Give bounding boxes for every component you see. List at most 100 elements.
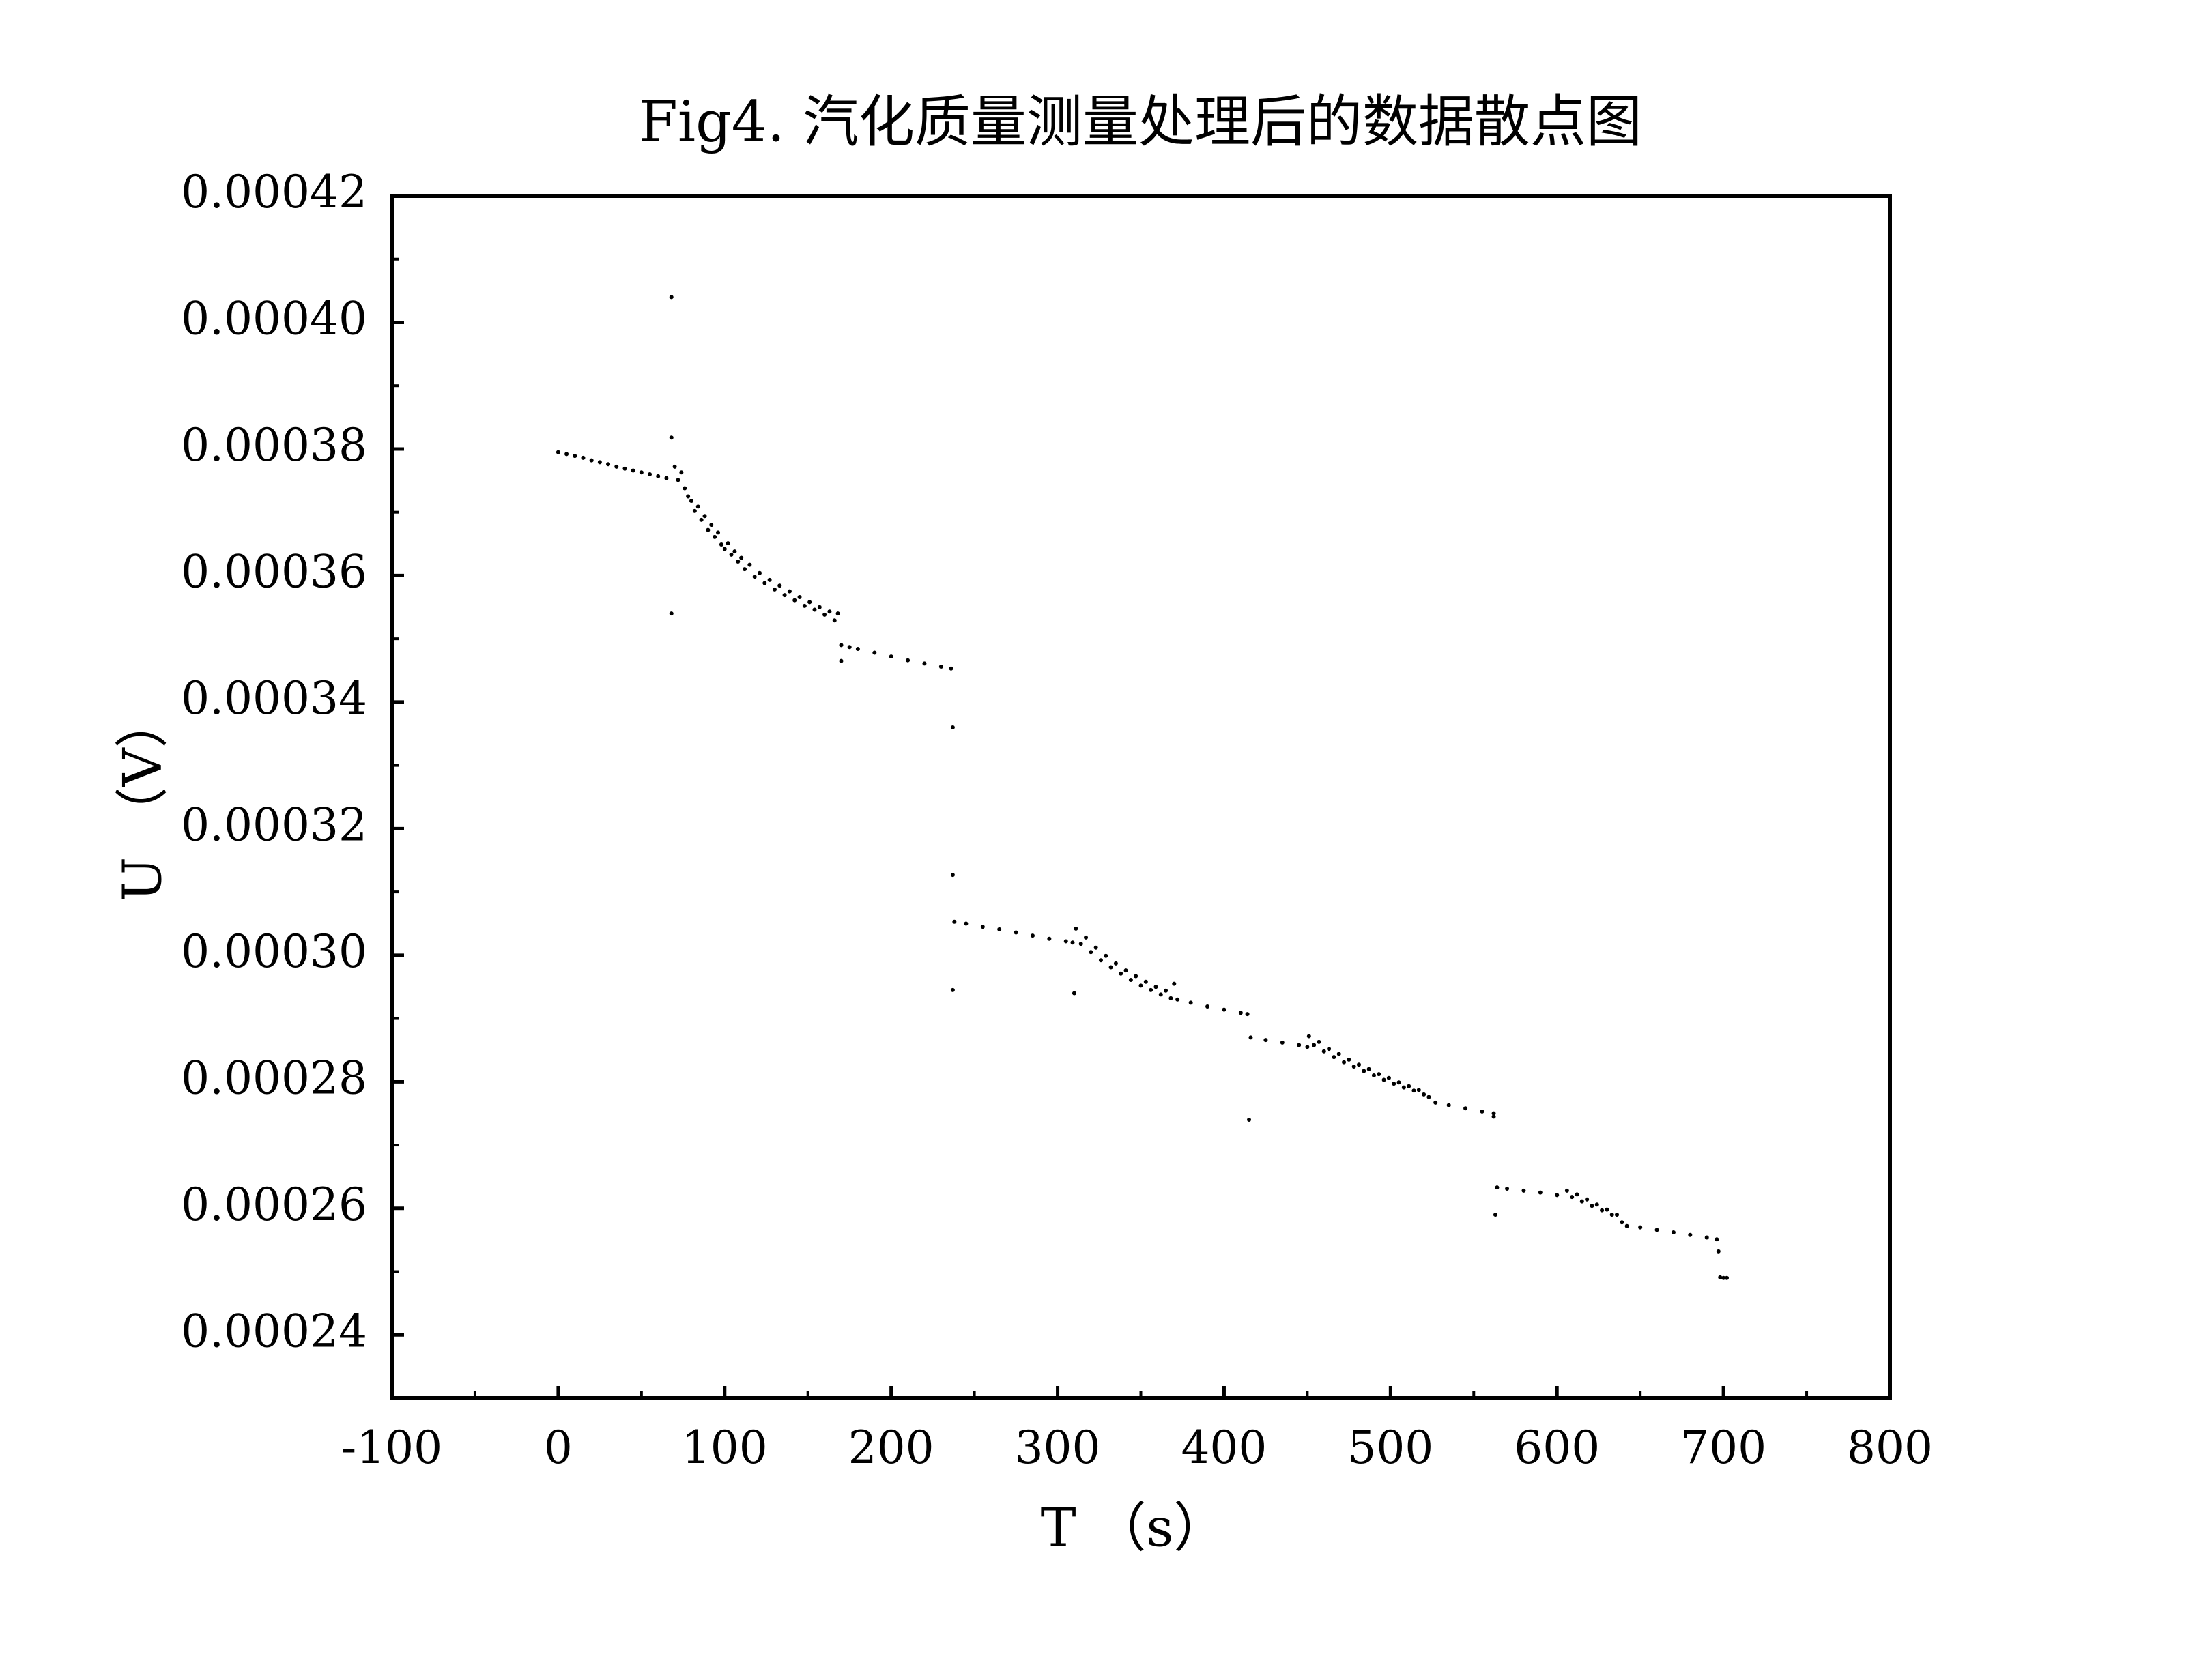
data-point [752, 575, 757, 579]
data-point [713, 534, 717, 539]
data-point [1446, 1103, 1451, 1107]
data-point [573, 454, 577, 459]
data-point [1615, 1213, 1620, 1217]
data-point [1317, 1039, 1321, 1044]
data-point [706, 527, 711, 532]
data-point [832, 618, 837, 623]
data-point [1493, 1213, 1497, 1217]
x-tick-label: 0 [544, 1421, 573, 1474]
data-point [757, 570, 762, 575]
data-point [812, 607, 817, 612]
x-tick-label: 100 [682, 1421, 768, 1474]
data-point [669, 295, 674, 300]
data-point [922, 661, 927, 666]
data-point [1654, 1228, 1659, 1232]
data-point [1168, 996, 1173, 1000]
data-point [1411, 1088, 1416, 1093]
data-point [1205, 1004, 1210, 1009]
data-point [1371, 1073, 1376, 1078]
data-point [1620, 1220, 1624, 1225]
data-point [1570, 1195, 1575, 1200]
data-point [1247, 1117, 1252, 1122]
data-point [676, 478, 680, 482]
data-point [1347, 1057, 1351, 1062]
data-point [1721, 1275, 1726, 1280]
data-point [872, 650, 877, 655]
data-point [622, 466, 627, 471]
data-point [762, 581, 767, 585]
data-point [1030, 933, 1035, 938]
data-point [802, 603, 807, 608]
y-tick-label: 0.00028 [181, 1052, 367, 1104]
data-point [1600, 1208, 1605, 1213]
x-tick-label: 600 [1514, 1421, 1600, 1474]
data-point [1336, 1052, 1341, 1056]
data-point [1505, 1187, 1510, 1191]
data-point [1188, 1000, 1193, 1005]
data-point [743, 567, 747, 572]
data-point [1416, 1088, 1421, 1092]
data-point [695, 504, 700, 509]
data-point [1688, 1232, 1693, 1237]
data-point [1245, 1012, 1250, 1017]
y-tick-label: 0.00026 [181, 1178, 367, 1231]
data-point [722, 547, 727, 551]
data-point [1305, 1045, 1310, 1049]
data-point [1555, 1193, 1560, 1198]
data-point [597, 460, 602, 465]
data-point [699, 517, 704, 522]
data-point [648, 472, 652, 477]
x-tick-label: 700 [1680, 1421, 1766, 1474]
data-point [1538, 1190, 1543, 1195]
data-point [589, 458, 594, 463]
x-tick-label: 200 [848, 1421, 934, 1474]
data-point [729, 552, 734, 557]
chart-title: Fig4. 汽化质量测量处理后的数据散点图 [639, 90, 1642, 155]
data-point [1564, 1188, 1569, 1193]
data-point [686, 494, 691, 499]
data-point [1351, 1065, 1356, 1069]
data-point [792, 598, 797, 603]
data-point [1422, 1092, 1426, 1097]
data-point [1089, 950, 1093, 955]
data-point [1638, 1225, 1643, 1230]
data-point [1143, 979, 1148, 984]
data-point [1585, 1197, 1590, 1202]
data-point [1433, 1100, 1438, 1105]
data-point [777, 583, 782, 588]
data-point [1426, 1095, 1431, 1099]
x-tick-label: 500 [1347, 1421, 1433, 1474]
data-point [950, 873, 955, 878]
data-point [1072, 991, 1076, 996]
data-point [1158, 992, 1163, 997]
data-point [689, 498, 693, 503]
data-point [1407, 1084, 1411, 1088]
data-point [767, 577, 772, 582]
data-point [747, 562, 752, 567]
data-point [772, 587, 777, 592]
data-point [581, 455, 586, 460]
data-point [1491, 1114, 1496, 1119]
data-point [787, 589, 792, 594]
data-point [906, 658, 910, 663]
data-point [1521, 1188, 1526, 1193]
y-tick-label: 0.00040 [181, 292, 367, 345]
data-point [847, 645, 852, 650]
x-axis-label: T （s） [1041, 1498, 1227, 1559]
data-point [1306, 1034, 1311, 1039]
data-point [835, 611, 840, 616]
data-point [855, 646, 860, 651]
data-point [1716, 1249, 1721, 1254]
data-point [1491, 1111, 1496, 1116]
data-point [1321, 1049, 1326, 1054]
data-point [1248, 1035, 1253, 1040]
data-point [1327, 1047, 1332, 1052]
data-point [1724, 1275, 1729, 1280]
data-point [1332, 1055, 1336, 1060]
data-point [807, 600, 812, 605]
data-point [1718, 1275, 1723, 1279]
data-point [782, 593, 787, 598]
data-point [669, 435, 674, 440]
data-point [1401, 1085, 1406, 1090]
data-point [1074, 926, 1078, 931]
